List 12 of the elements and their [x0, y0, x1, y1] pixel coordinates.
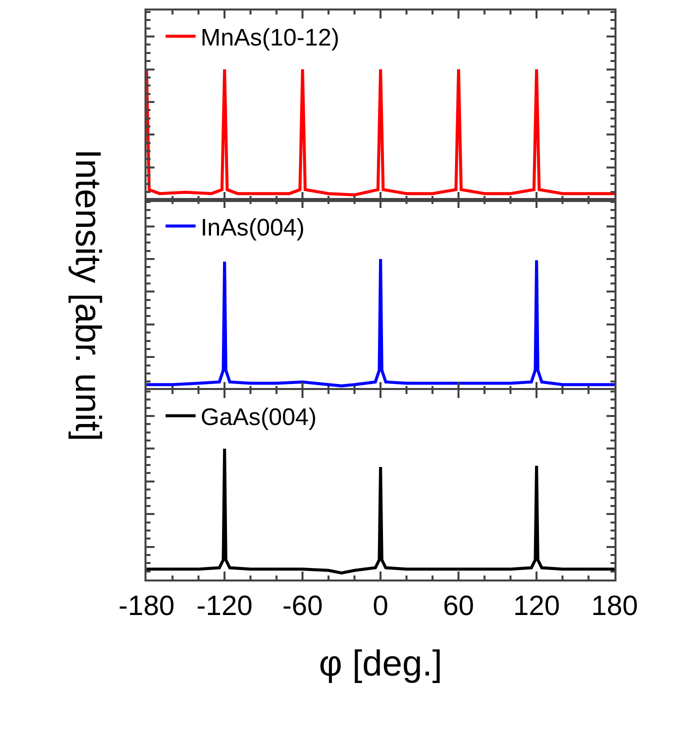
x-tick-label: -60: [282, 590, 323, 622]
x-tick-label: 0: [372, 590, 388, 622]
legend-label: InAs(004): [200, 214, 305, 242]
x-tick-label: -120: [196, 590, 253, 622]
y-axis-title: Intensity [abr. unit]: [68, 149, 109, 442]
x-tick-label: 60: [442, 590, 474, 622]
x-tick-label: 180: [591, 590, 638, 622]
legend-label: MnAs(10-12): [200, 24, 340, 52]
x-tick-label: 120: [513, 590, 560, 622]
x-tick-label: -180: [118, 590, 175, 622]
x-axis-title: φ [deg.]: [318, 642, 442, 684]
legend-label: GaAs(004): [200, 404, 317, 432]
